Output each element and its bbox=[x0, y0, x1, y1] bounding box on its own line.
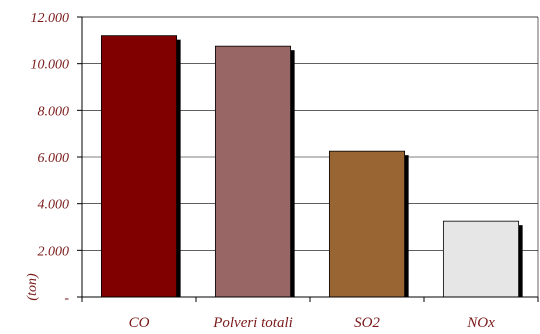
y-tick-label: 2.000 bbox=[38, 244, 70, 259]
y-tick-label: - bbox=[64, 291, 69, 306]
x-category-label: CO bbox=[129, 315, 150, 331]
x-category-label: SO2 bbox=[354, 315, 380, 331]
x-category-label: NOx bbox=[466, 315, 495, 331]
x-category-label: Polveri totali bbox=[212, 315, 293, 331]
bar-so2 bbox=[328, 150, 406, 298]
axes bbox=[77, 16, 539, 302]
bar-polveri-totali bbox=[214, 45, 292, 298]
y-tick-label: 6.000 bbox=[38, 151, 70, 166]
y-axis-unit-label: (ton) bbox=[25, 273, 40, 301]
y-tick-label: 4.000 bbox=[38, 198, 70, 213]
bars bbox=[100, 35, 523, 298]
y-tick-label: 8.000 bbox=[38, 104, 70, 119]
x-category-labels: CO Polveri totali SO2 NOx bbox=[129, 315, 496, 331]
y-tick-label: 10.000 bbox=[31, 58, 70, 73]
bar-nox bbox=[442, 220, 520, 298]
y-tick-labels: - 2.000 4.000 6.000 8.000 10.000 12.000 bbox=[31, 11, 70, 306]
y-tick-label: 12.000 bbox=[31, 11, 70, 26]
bar-co bbox=[100, 35, 178, 298]
